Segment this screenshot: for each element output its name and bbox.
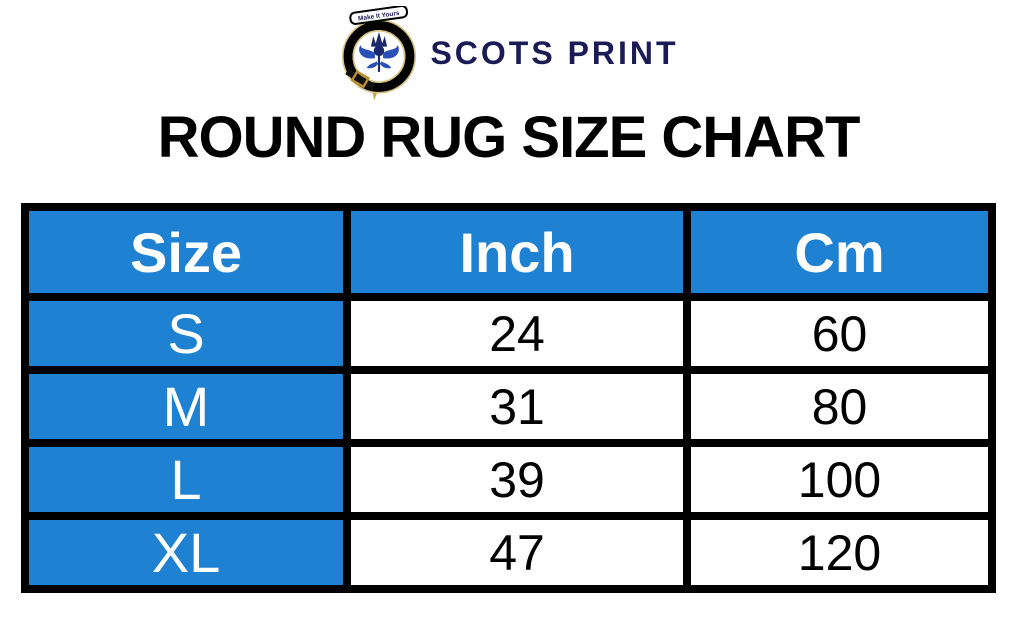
header-row: Size Inch Cm (21, 203, 996, 301)
table-row: L 39 100 (21, 439, 996, 520)
table-row: S 24 60 (21, 293, 996, 374)
inch-cell: 31 (343, 366, 691, 447)
column-header-cm: Cm (683, 203, 996, 301)
table-row: XL 47 120 (21, 512, 996, 593)
inch-cell: 24 (343, 293, 691, 374)
cm-cell: 100 (683, 439, 996, 520)
cm-cell: 120 (683, 512, 996, 593)
size-cell: S (21, 293, 351, 374)
size-chart-table: Size Inch Cm S 24 60 M 31 80 L 39 100 (21, 203, 996, 593)
table-header: Size Inch Cm (21, 203, 996, 301)
banner-scroll: Make It Yours (349, 5, 409, 25)
column-header-size: Size (21, 203, 351, 301)
size-cell: M (21, 366, 351, 447)
cm-cell: 60 (683, 293, 996, 374)
buckle-icon (345, 68, 376, 90)
size-cell: XL (21, 512, 351, 593)
column-header-inch: Inch (343, 203, 691, 301)
brand-header: Make It Yours SCOTS PRINT (0, 0, 1017, 101)
thistle-icon (359, 31, 400, 72)
page-title: ROUND RUG SIZE CHART (157, 105, 861, 170)
inch-cell: 47 (343, 512, 691, 593)
table-body: S 24 60 M 31 80 L 39 100 XL 47 120 (21, 293, 996, 593)
table-row: M 31 80 (21, 366, 996, 447)
cm-cell: 80 (683, 366, 996, 447)
inch-cell: 39 (343, 439, 691, 520)
brand-name: SCOTS PRINT (430, 35, 679, 71)
clan-crest-logo-icon: Make It Yours (342, 5, 417, 100)
size-cell: L (21, 439, 351, 520)
